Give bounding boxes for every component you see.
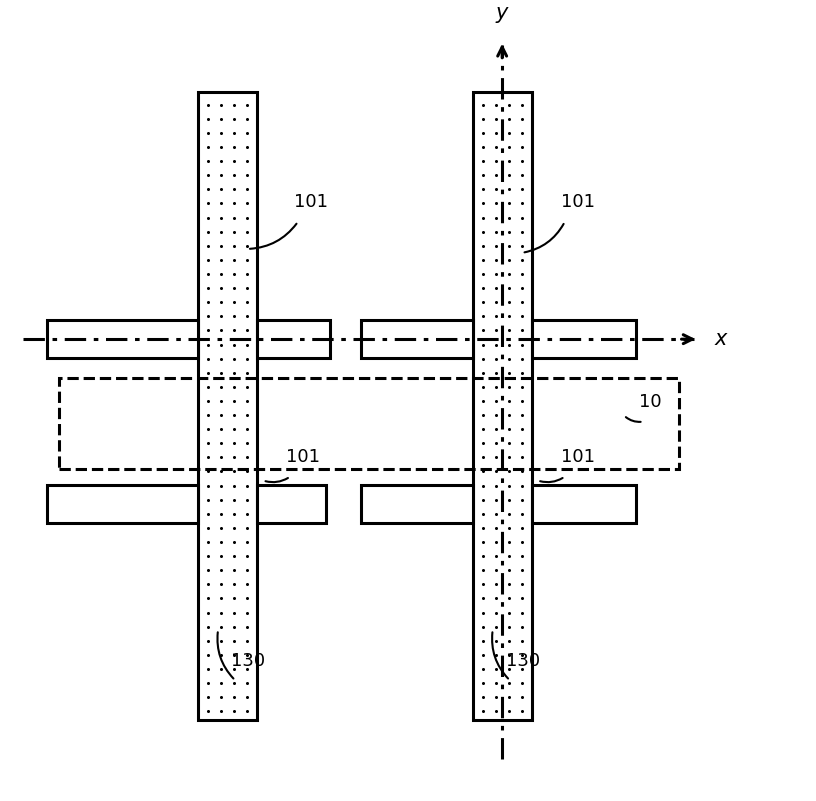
Text: $y$: $y$ — [494, 6, 510, 26]
Bar — [257, 485, 326, 523]
Bar — [361, 320, 472, 358]
Text: 130: 130 — [232, 652, 265, 670]
Text: 101: 101 — [561, 193, 595, 211]
Bar — [47, 320, 198, 358]
Text: 101: 101 — [286, 448, 321, 466]
Text: 101: 101 — [561, 448, 595, 466]
Text: 130: 130 — [506, 652, 540, 670]
Bar — [257, 320, 330, 358]
Text: $x$: $x$ — [714, 330, 730, 348]
Text: 10: 10 — [640, 393, 662, 411]
Text: 101: 101 — [295, 193, 328, 211]
Bar — [59, 378, 679, 469]
Bar — [531, 320, 636, 358]
Bar — [198, 92, 257, 720]
Bar — [47, 485, 198, 523]
Bar — [472, 92, 531, 720]
Bar — [361, 485, 472, 523]
Bar — [531, 485, 636, 523]
